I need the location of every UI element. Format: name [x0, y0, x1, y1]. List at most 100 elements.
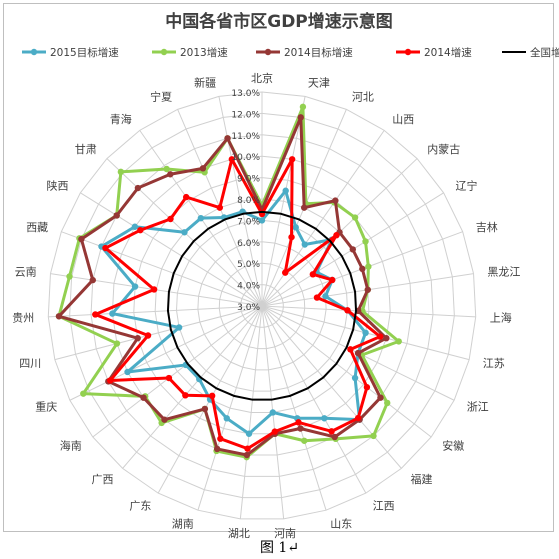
data-point: [228, 156, 236, 163]
data-point: [182, 392, 189, 399]
data-point: [66, 273, 73, 280]
data-point: [344, 307, 351, 314]
category-label: 西藏: [26, 221, 48, 234]
grid-ring: [133, 177, 391, 435]
data-point: [150, 286, 158, 293]
data-point: [376, 333, 384, 340]
chart-title: 中国各省市区GDP增速示意图: [165, 11, 393, 32]
data-point: [140, 394, 147, 401]
data-point: [301, 437, 308, 444]
tick-label: 5.0%: [237, 260, 260, 270]
data-point: [309, 271, 317, 278]
data-point: [354, 414, 362, 422]
axis-spoke: [122, 305, 263, 469]
data-point: [78, 235, 85, 243]
data-point: [197, 214, 205, 222]
data-point: [351, 214, 359, 221]
category-label: 青海: [110, 112, 132, 126]
data-point: [322, 293, 329, 300]
tick-label: 13.0%: [231, 89, 260, 99]
data-point: [351, 374, 359, 382]
category-label: 海南: [60, 439, 82, 453]
data-point: [208, 392, 216, 400]
legend-marker: [264, 48, 272, 56]
category-label: 广西: [91, 473, 113, 486]
data-point: [269, 409, 277, 416]
data-point: [124, 368, 131, 376]
category-label: 北京: [251, 71, 273, 85]
data-point: [364, 286, 371, 293]
axis-spoke: [261, 305, 432, 438]
data-point: [131, 223, 139, 230]
data-point: [313, 294, 321, 301]
data-point: [113, 340, 121, 347]
data-point: [165, 374, 173, 382]
tick-label: 6.0%: [237, 239, 260, 249]
tick-label: 9.0%: [237, 175, 260, 185]
series-group: [55, 114, 390, 459]
data-point: [282, 187, 289, 194]
data-point: [131, 283, 139, 290]
tick-label: 11.0%: [231, 132, 260, 142]
tick-label: 7.0%: [237, 217, 260, 227]
data-point: [163, 165, 170, 173]
series-group: [166, 210, 358, 401]
axis-spoke: [80, 192, 263, 307]
tick-label: 3.0%: [237, 303, 260, 313]
axis-spoke: [261, 305, 327, 511]
axis-spoke: [92, 305, 263, 438]
axis-spoke: [218, 96, 263, 307]
data-point: [167, 215, 174, 223]
data-point: [362, 238, 369, 245]
data-point: [328, 428, 335, 435]
category-label: 浙江: [467, 400, 489, 413]
legend-label: 2013增速: [180, 46, 228, 59]
axis-spoke: [69, 305, 263, 401]
category-label: 山西: [392, 113, 414, 126]
data-point: [359, 265, 366, 273]
grid-ring: [47, 91, 477, 520]
category-label: 新疆: [194, 76, 216, 90]
data-point: [363, 384, 371, 391]
data-point: [377, 394, 384, 401]
tick-label: 10.0%: [231, 153, 260, 163]
data-point: [347, 346, 354, 353]
data-point: [55, 313, 63, 320]
data-point: [395, 338, 402, 345]
category-label: 湖北: [228, 527, 250, 540]
category-label: 吉林: [476, 220, 498, 234]
series-line: [57, 115, 388, 457]
data-point: [244, 445, 251, 452]
data-point: [362, 329, 369, 337]
data-point: [92, 311, 99, 318]
data-point: [258, 217, 266, 224]
category-label: 安徽: [442, 439, 464, 453]
data-point: [113, 212, 120, 219]
axis-spoke: [261, 96, 306, 307]
grid-ring: [176, 219, 348, 392]
axis-spoke: [61, 231, 263, 307]
data-point: [102, 244, 109, 252]
data-point: [175, 324, 183, 331]
legend-marker: [30, 48, 38, 56]
data-point: [297, 425, 304, 432]
category-label: 湖南: [172, 518, 194, 531]
data-point: [107, 377, 114, 384]
series-group: [92, 156, 384, 452]
data-point: [365, 263, 372, 270]
category-label: 江苏: [483, 357, 505, 370]
axis-spoke: [261, 305, 476, 318]
data-point: [349, 246, 357, 253]
legend-marker: [404, 48, 412, 56]
radar-series: [55, 103, 402, 461]
tick-label: 4.0%: [237, 282, 260, 292]
category-label: 上海: [490, 311, 512, 325]
category-label: 山东: [330, 518, 352, 531]
data-point: [292, 224, 299, 231]
figure-caption: 图 1↵: [259, 540, 300, 556]
data-point: [300, 204, 308, 211]
category-label: 河北: [352, 90, 374, 103]
category-label: 黑龙江: [487, 265, 520, 278]
grid-ring: [111, 155, 413, 456]
